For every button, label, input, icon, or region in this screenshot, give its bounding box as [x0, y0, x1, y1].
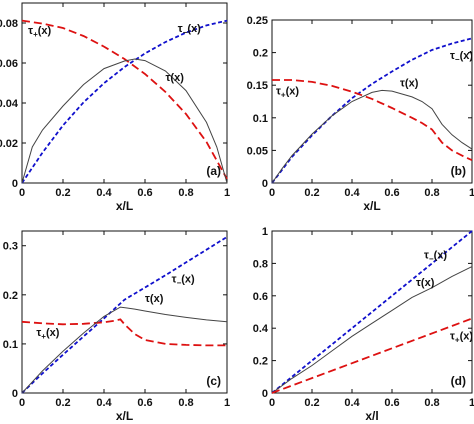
x-tick-label: 0.6 [137, 187, 152, 199]
x-axis-label: x/l [365, 409, 378, 423]
x-tick-label: 0.2 [304, 397, 319, 409]
x-tick-label: 0 [19, 397, 25, 409]
y-tick-label: 0.1 [253, 113, 268, 125]
y-tick-label: 0.2 [253, 356, 268, 368]
plot-frame [271, 19, 473, 184]
y-tick-label: 0 [262, 388, 268, 400]
y-tick-label: 0.06 [0, 58, 18, 70]
panel-a: 0 0.2 0.4 0.6 0.8 1 0 0.02 0.04 0.06 0.08 x/L τ+(x) τ… [0, 2, 230, 213]
y-tick-label: 0 [12, 388, 18, 400]
x-tick-label: 1 [224, 187, 230, 199]
x-tick-label: 0 [269, 187, 275, 199]
y-tick-label: 0 [262, 178, 268, 190]
y-tick-label: 0.2 [253, 48, 268, 60]
plot-frame [21, 230, 228, 394]
x-tick-label: 0.4 [344, 397, 360, 409]
y-tick-label: 0.15 [247, 80, 268, 92]
x-tick-label: 0.8 [178, 187, 193, 199]
y-tick-label: 0.8 [253, 258, 268, 270]
x-tick-label: 0.8 [424, 187, 439, 199]
curve-annotation: τ+(x) [36, 327, 59, 341]
curve-annotation: τ(x) [166, 72, 185, 84]
series-line-0 [21, 19, 228, 184]
series-line-1 [271, 266, 473, 394]
plot-frame [271, 230, 473, 394]
x-tick-label: 0.8 [178, 397, 193, 409]
y-tick-label: 0 [12, 178, 18, 190]
curve-annotation: τ(x) [145, 293, 164, 305]
x-tick-label: 0.6 [137, 397, 152, 409]
series-line-2 [21, 58, 228, 184]
y-tick-label: 0.02 [0, 138, 18, 150]
x-tick-label: 0.8 [424, 397, 439, 409]
x-tick-label: 0 [269, 397, 275, 409]
y-tick-label: 0.05 [247, 145, 268, 157]
x-tick-label: 0.4 [96, 187, 112, 199]
x-axis-label: x/L [116, 409, 133, 423]
series-line-0 [21, 236, 228, 394]
curve-annotation: τ+(x) [450, 331, 473, 345]
y-tick-label: 0.3 [3, 241, 18, 253]
y-tick-label: 0.04 [0, 98, 19, 110]
panel-label: (b) [451, 164, 466, 178]
series-line-1 [21, 318, 227, 347]
curve-annotation: τ(x) [400, 78, 419, 90]
panel-c: 0 0.2 0.4 0.6 0.8 1 0 0.1 0.2 0.3 x/L τ−(x) τ(x) τ+(x… [3, 230, 230, 423]
series-line-0 [271, 37, 473, 184]
series-line-2 [271, 317, 473, 394]
x-tick-label: 1 [469, 397, 474, 409]
y-tick-label: 0.25 [247, 15, 268, 27]
x-tick-label: 0.6 [384, 187, 399, 199]
x-tick-label: 0.6 [384, 397, 399, 409]
y-tick-label: 0.6 [253, 291, 268, 303]
x-tick-label: 0.4 [96, 397, 112, 409]
y-tick-label: 0.4 [253, 323, 269, 335]
panel-label: (a) [206, 164, 221, 178]
x-tick-label: 1 [469, 187, 474, 199]
x-tick-label: 0 [19, 187, 25, 199]
x-tick-label: 0.4 [344, 187, 360, 199]
y-tick-label: 0.2 [3, 290, 18, 302]
x-tick-label: 1 [224, 397, 230, 409]
curve-annotation: τ−(x) [450, 50, 473, 64]
x-tick-label: 0.2 [55, 397, 70, 409]
x-axis-label: x/L [363, 199, 380, 213]
curve-annotation: τ−(x) [178, 23, 201, 37]
panel-label: (d) [451, 374, 466, 388]
x-axis-label: x/L [116, 199, 133, 213]
series-line-2 [21, 306, 228, 394]
series-line-2 [271, 89, 473, 184]
curve-annotation: τ−(x) [172, 274, 195, 288]
series-line-1 [21, 19, 228, 180]
curve-annotation: τ−(x) [424, 250, 447, 264]
panel-d: 0 0.2 0.4 0.6 0.8 1 0 0.2 0.4 0.6 0.8 1 x/l τ−(x) τ(x)… [253, 226, 474, 423]
curve-annotation: τ+(x) [28, 25, 51, 39]
y-tick-label: 0.08 [0, 18, 18, 30]
curve-annotation: τ(x) [416, 277, 435, 289]
series-line-1 [272, 79, 473, 162]
y-tick-label: 0.1 [3, 339, 18, 351]
panel-label: (c) [206, 374, 221, 388]
plot-frame [21, 2, 228, 184]
curve-annotation: τ+(x) [276, 85, 299, 99]
y-tick-label: 1 [262, 226, 268, 238]
series-line-0 [271, 230, 473, 394]
x-tick-label: 0.2 [304, 187, 319, 199]
x-tick-label: 0.2 [55, 187, 70, 199]
panel-b: 0 0.2 0.4 0.6 0.8 1 0 0.05 0.1 0.15 0.2 0.25 x/L τ+(x… [247, 15, 474, 213]
